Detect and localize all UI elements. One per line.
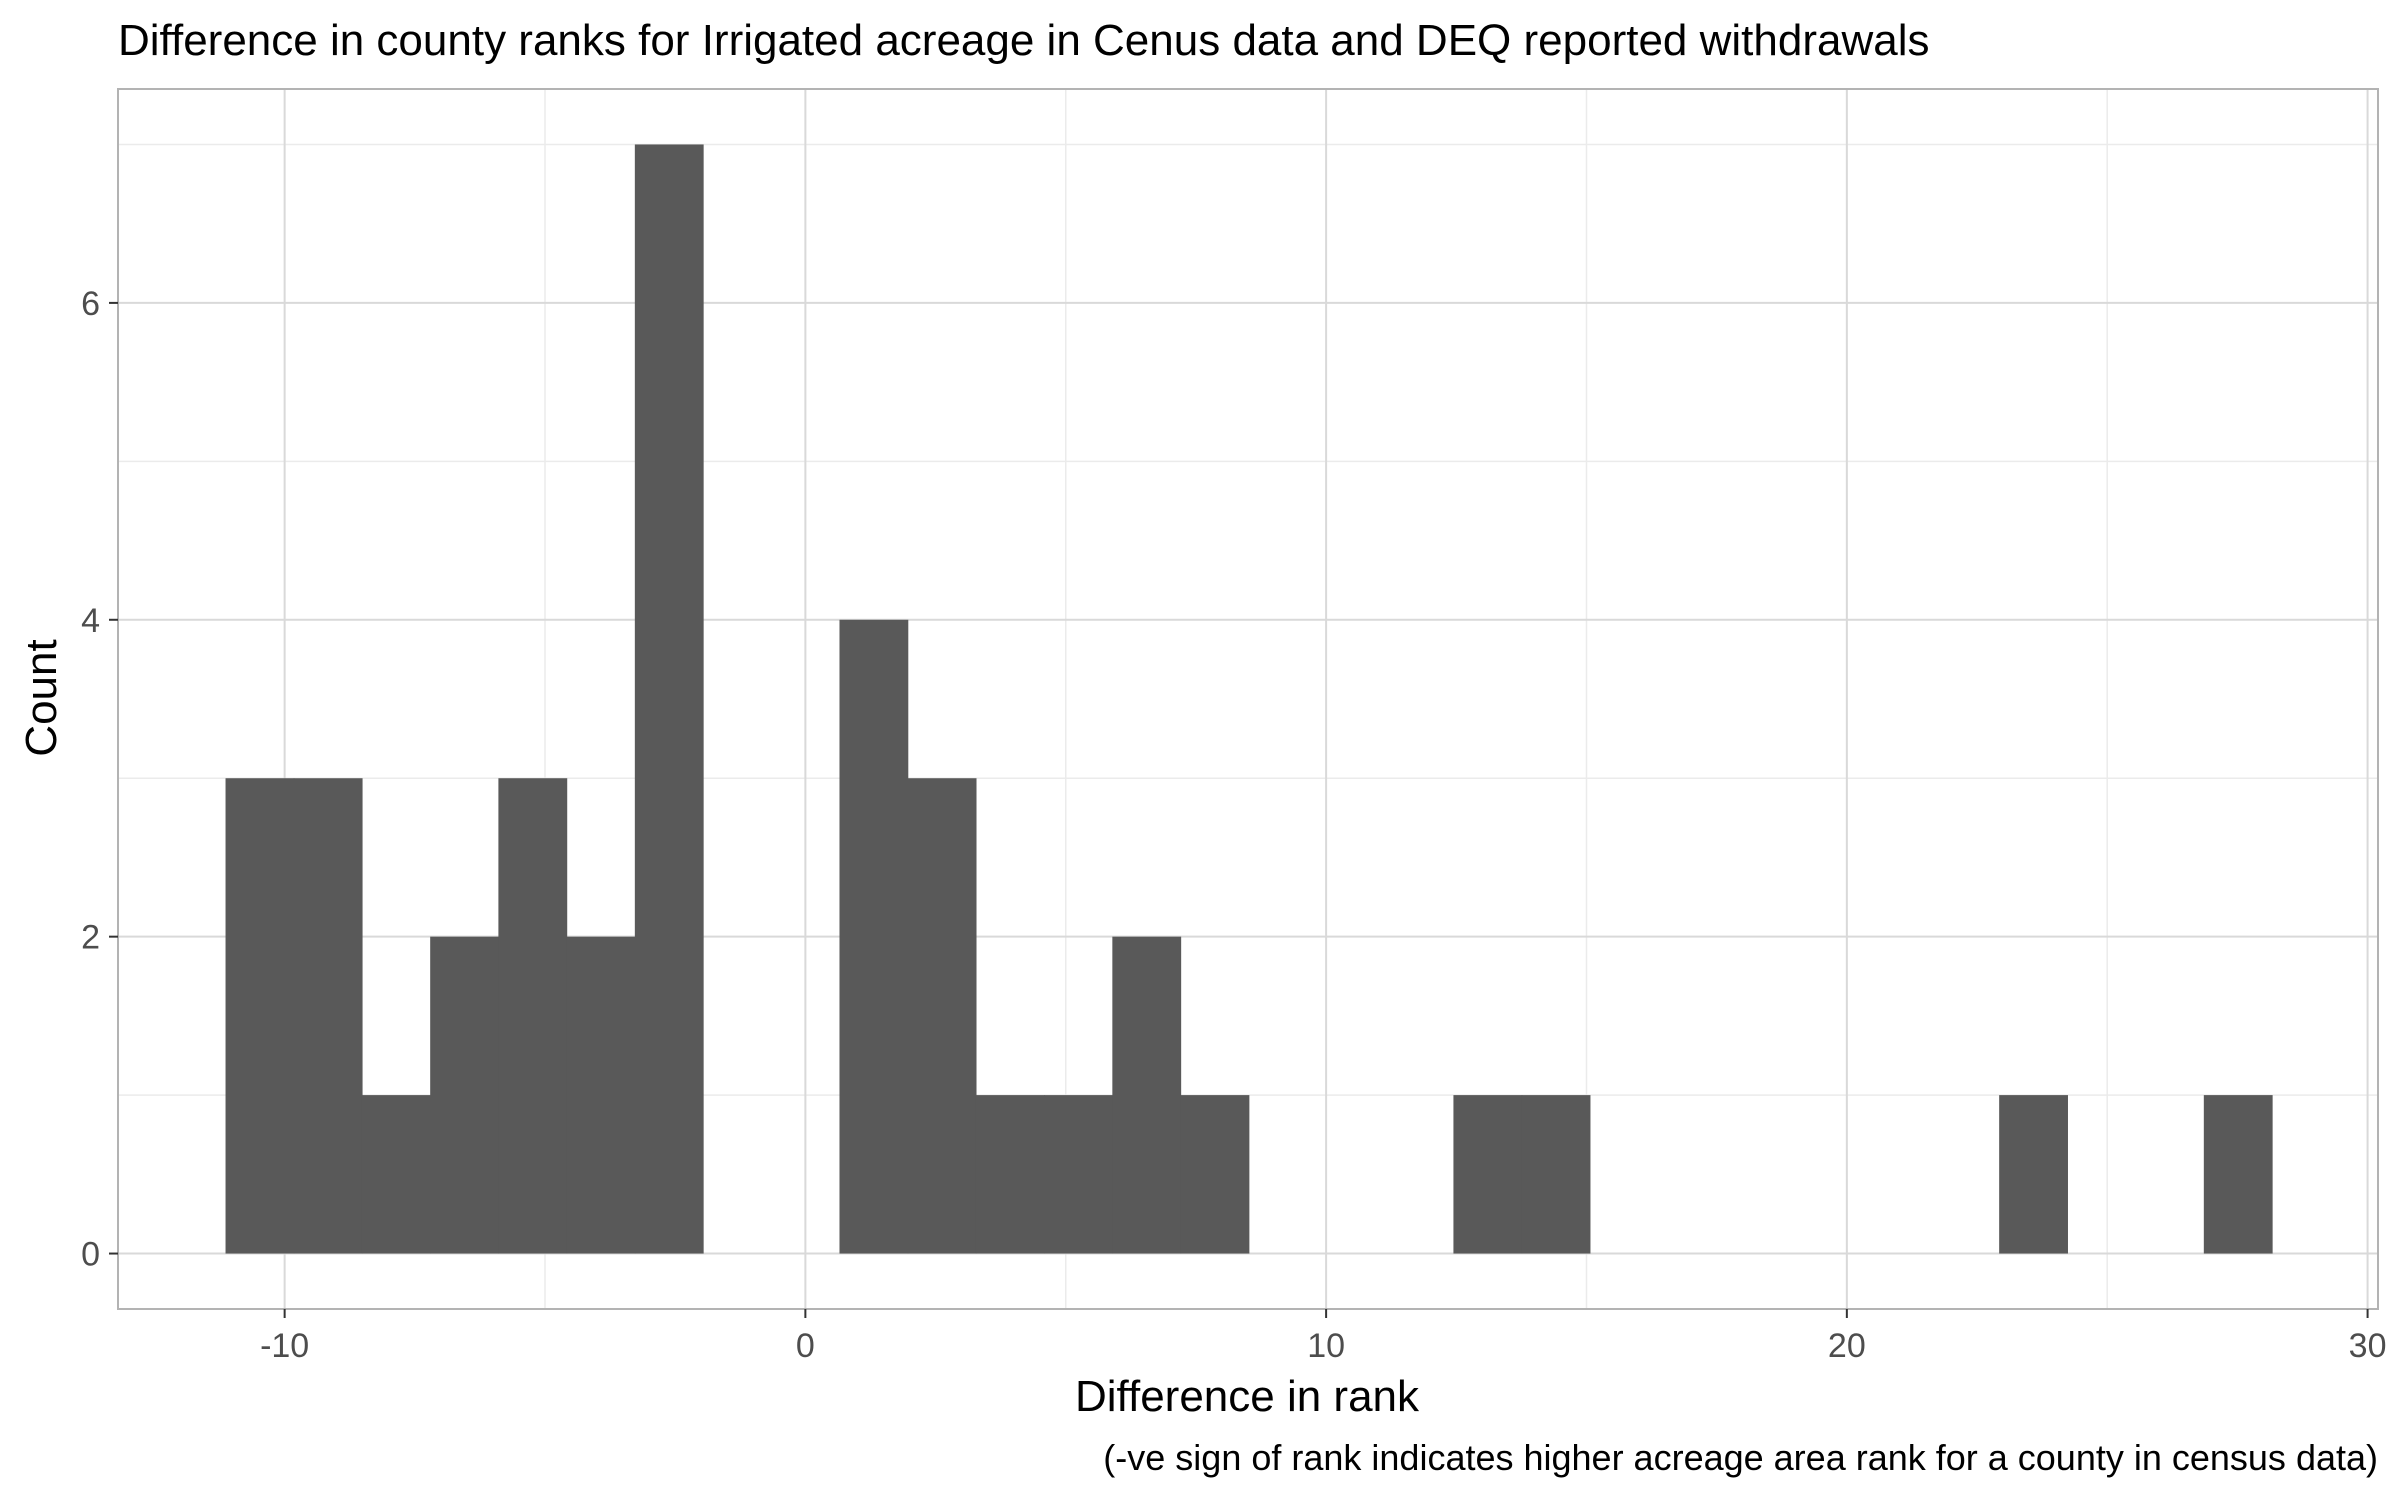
panel-border [117, 88, 2379, 1310]
histogram-bar [1180, 1095, 1250, 1254]
y-tick-label: 0 [81, 1236, 100, 1274]
histogram-bar [839, 619, 909, 1254]
x-tick-label: 10 [1307, 1327, 1345, 1365]
histogram-bar [1112, 936, 1182, 1254]
x-axis-title: Difference in rank [1075, 1372, 1420, 1421]
histogram-bar [293, 778, 363, 1254]
x-tick-label: -10 [260, 1327, 309, 1365]
y-tick-label: 2 [81, 919, 100, 957]
histogram-bar [498, 778, 568, 1254]
histogram-bar [1044, 1095, 1113, 1254]
histogram-bar [361, 1095, 431, 1254]
histogram-bar [634, 144, 704, 1254]
histogram-bar [975, 1095, 1045, 1254]
y-tick-label: 4 [81, 602, 100, 640]
histogram-bar [2203, 1095, 2273, 1254]
x-tick-label: 20 [1828, 1327, 1866, 1365]
histogram-bar [1453, 1095, 1523, 1254]
histogram-bar [907, 778, 977, 1254]
histogram-bar [430, 936, 499, 1254]
y-axis-title: Count [17, 639, 66, 756]
histogram-bars [225, 144, 2273, 1254]
y-tick-label: 6 [81, 285, 100, 323]
histogram-bar [1999, 1095, 2068, 1254]
histogram-bar [566, 936, 636, 1254]
histogram-bar [1521, 1095, 1591, 1254]
x-tick-label: 30 [2349, 1327, 2387, 1365]
x-tick-label: 0 [796, 1327, 815, 1365]
histogram-bar [225, 778, 295, 1254]
chart-caption: (-ve sign of rank indicates higher acrea… [1103, 1437, 2378, 1478]
axis-ticks: -10 0 10 20 30 0 2 4 6 [81, 285, 2386, 1365]
chart-title: Difference in county ranks for Irrigated… [118, 16, 1929, 65]
